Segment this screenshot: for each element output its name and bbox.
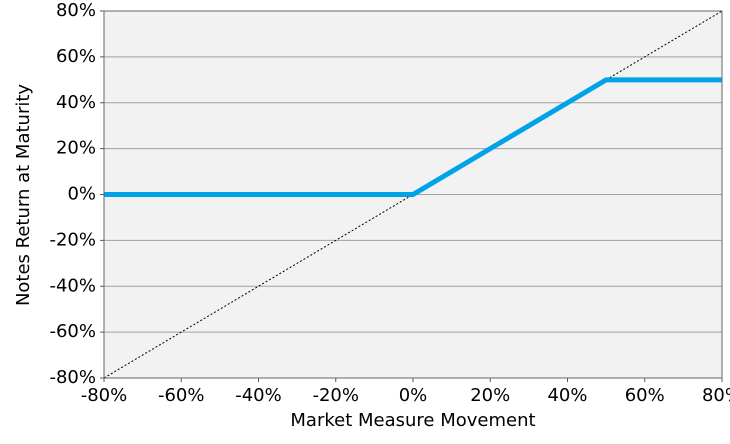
y-tick-label: 0% [67,184,96,205]
x-tick-label: 60% [625,385,665,406]
plot-border [103,10,723,379]
y-tick-label: -20% [49,229,96,250]
x-tick-label: 0% [399,385,428,406]
x-tick-label: 20% [470,385,510,406]
x-axis-label: Market Measure Movement [290,410,535,431]
y-tick-label: -60% [49,321,96,342]
y-axis-label: Notes Return at Maturity [13,84,34,306]
x-tick-label: -20% [312,385,359,406]
payoff-line [104,77,722,197]
x-tick-label: -40% [235,385,282,406]
x-tick-label: 40% [547,385,587,406]
x-tick-label: -80% [81,385,128,406]
y-tick-label: -40% [49,275,96,296]
x-tick-label: 80% [702,385,730,406]
y-tick-label: 40% [56,92,96,113]
y-tick-label: 60% [56,46,96,67]
y-tick-label: 80% [56,0,96,21]
y-tick-label: 20% [56,138,96,159]
y-tick-label: -80% [49,367,96,388]
x-tick-label: -60% [158,385,205,406]
